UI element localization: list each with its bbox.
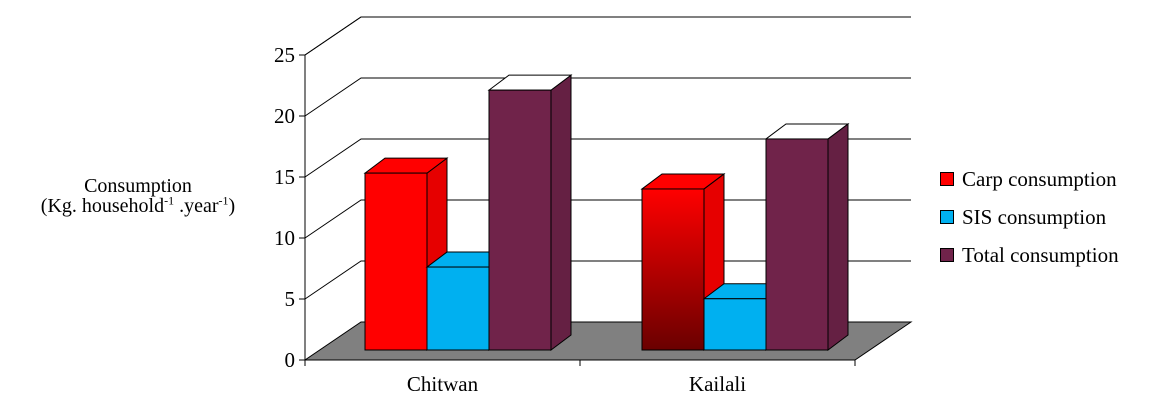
gridline <box>304 199 911 239</box>
y-tick-label: 5 <box>285 287 296 311</box>
legend-label-sis: SIS consumption <box>962 204 1107 229</box>
y-tick-label: 10 <box>274 226 295 250</box>
gridline <box>304 16 911 56</box>
gridline <box>304 260 911 300</box>
bar-side-face <box>827 122 849 351</box>
y-tick-label: 20 <box>274 104 295 128</box>
legend-swatch-carp <box>940 172 954 186</box>
bar-total-chitwan <box>487 74 573 351</box>
legend-swatch-sis <box>940 210 954 224</box>
legend-swatch-total <box>940 248 954 262</box>
y-axis-label-line1: Consumption <box>84 175 192 197</box>
y-axis-label-line2: (Kg. household-1 .year-1) <box>40 193 236 217</box>
gridline <box>304 138 911 178</box>
y-axis-label: Consumption (Kg. household-1 .year-1) <box>4 176 272 216</box>
bar-front-face <box>426 266 490 351</box>
x-tick-label-chitwan: Chitwan <box>407 372 479 396</box>
legend-label-carp: Carp consumption <box>962 166 1117 191</box>
bar-total-kailali <box>764 122 850 351</box>
legend-item-sis: SIS consumption <box>940 198 1119 236</box>
bar-side-face <box>550 74 572 351</box>
bar-front-face <box>765 138 829 351</box>
bar-front-face <box>364 172 428 351</box>
bar-front-face <box>703 298 767 351</box>
bar-front-face <box>641 188 705 351</box>
y-tick-label: 0 <box>285 348 296 372</box>
legend-label-total: Total consumption <box>962 242 1119 267</box>
legend-item-total: Total consumption <box>940 236 1119 274</box>
y-tick-label: 15 <box>274 165 295 189</box>
gridline <box>304 77 911 117</box>
legend: Carp consumption SIS consumption Total c… <box>940 160 1119 274</box>
legend-item-carp: Carp consumption <box>940 160 1119 198</box>
bar-front-face <box>488 89 552 351</box>
y-tick-label: 25 <box>274 43 295 67</box>
x-tick-label-kailali: Kailali <box>689 372 746 396</box>
